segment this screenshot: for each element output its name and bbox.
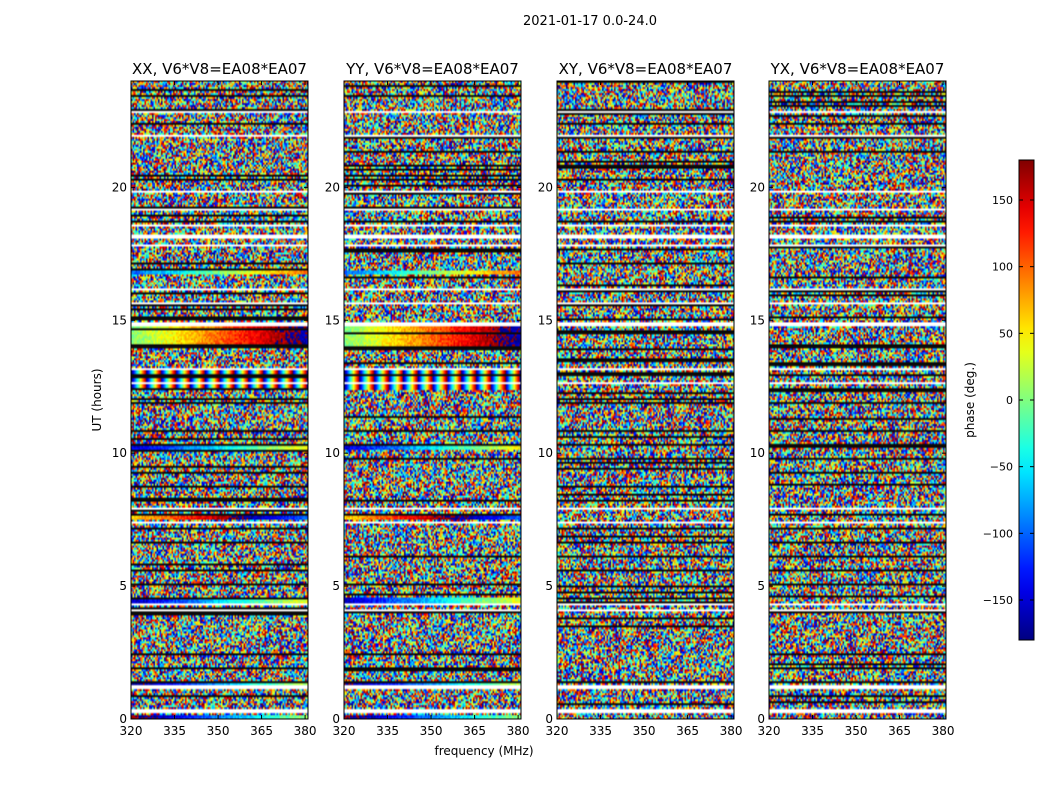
y-tick-label: 10 [538, 446, 553, 460]
panel-title: YY, V6*V8=EA08*EA07 [345, 60, 519, 78]
y-tick-label: 5 [119, 579, 127, 593]
panel-title: XY, V6*V8=EA08*EA07 [559, 60, 733, 78]
y-axis-label: UT (hours) [90, 368, 104, 431]
phase-raster-yx [769, 81, 946, 719]
x-tick-label: 380 [720, 724, 743, 738]
colorbar-tick-label: −100 [983, 527, 1013, 540]
panel-xy: XY, V6*V8=EA08*EA07 320 335 350 365 380 0 5 10 15… [538, 60, 743, 738]
y-tick-label: 20 [112, 180, 127, 194]
y-tick-label: 0 [119, 712, 127, 726]
phase-raster-yy [344, 81, 521, 719]
x-tick-label: 380 [294, 724, 317, 738]
colorbar-tick-label: 50 [999, 327, 1013, 340]
y-tick-label: 15 [750, 313, 765, 327]
y-tick-label: 0 [545, 712, 553, 726]
x-tick-label: 320 [120, 724, 143, 738]
y-tick-label: 15 [538, 313, 553, 327]
y-tick-label: 20 [325, 180, 340, 194]
x-tick-label: 335 [801, 724, 824, 738]
y-tick-label: 5 [332, 579, 340, 593]
y-tick-label: 20 [538, 180, 553, 194]
x-tick-label: 365 [463, 724, 486, 738]
colorbar-tick-label: 0 [1006, 394, 1013, 407]
panel-frame [768, 80, 947, 720]
panel-frame [343, 80, 522, 720]
x-tick-label: 365 [888, 724, 911, 738]
y-tick-label: 15 [112, 313, 127, 327]
x-tick-label: 380 [932, 724, 955, 738]
figure-title: 2021-01-17 0.0-24.0 [523, 14, 657, 29]
panel-frame [130, 80, 309, 720]
panel-title: XX, V6*V8=EA08*EA07 [132, 60, 307, 78]
x-tick-label: 320 [546, 724, 569, 738]
y-tick-label: 10 [112, 446, 127, 460]
panel-xx: XX, V6*V8=EA08*EA07 320 335 350 365 380 0 5 10 15… [112, 60, 317, 738]
y-tick-label: 10 [750, 446, 765, 460]
y-tick-label: 0 [757, 712, 765, 726]
x-tick-label: 335 [163, 724, 186, 738]
colorbar-tick-label: 150 [992, 194, 1013, 207]
x-tick-label: 350 [845, 724, 868, 738]
y-tick-label: 5 [545, 579, 553, 593]
colorbar-tick-label: −150 [983, 594, 1013, 607]
x-tick-label: 365 [250, 724, 273, 738]
x-axis-label: frequency (MHz) [434, 744, 533, 758]
x-tick-label: 350 [420, 724, 443, 738]
x-tick-label: 320 [758, 724, 781, 738]
panel-yx: YX, V6*V8=EA08*EA07 320 335 350 365 380 0 5 10 15… [750, 60, 955, 738]
x-tick-label: 335 [589, 724, 612, 738]
y-tick-label: 15 [325, 313, 340, 327]
y-tick-label: 20 [750, 180, 765, 194]
panel-frame [556, 80, 735, 720]
colorbar-tick-label: −50 [990, 461, 1013, 474]
y-tick-label: 10 [325, 446, 340, 460]
panel-yy: YY, V6*V8=EA08*EA07 320 335 350 365 380 0 5 10 15… [325, 60, 530, 738]
x-tick-label: 350 [633, 724, 656, 738]
x-tick-label: 335 [376, 724, 399, 738]
y-tick-label: 5 [757, 579, 765, 593]
y-tick-label: 0 [332, 712, 340, 726]
x-tick-label: 320 [333, 724, 356, 738]
phase-raster-xx [131, 81, 308, 719]
x-tick-label: 350 [207, 724, 230, 738]
phase-raster-xy [557, 81, 734, 719]
colorbar-tick-label: 100 [992, 261, 1013, 274]
x-tick-label: 365 [676, 724, 699, 738]
colorbar-label: phase (deg.) [963, 362, 977, 438]
panel-title: YX, V6*V8=EA08*EA07 [770, 60, 945, 78]
x-tick-label: 380 [507, 724, 530, 738]
